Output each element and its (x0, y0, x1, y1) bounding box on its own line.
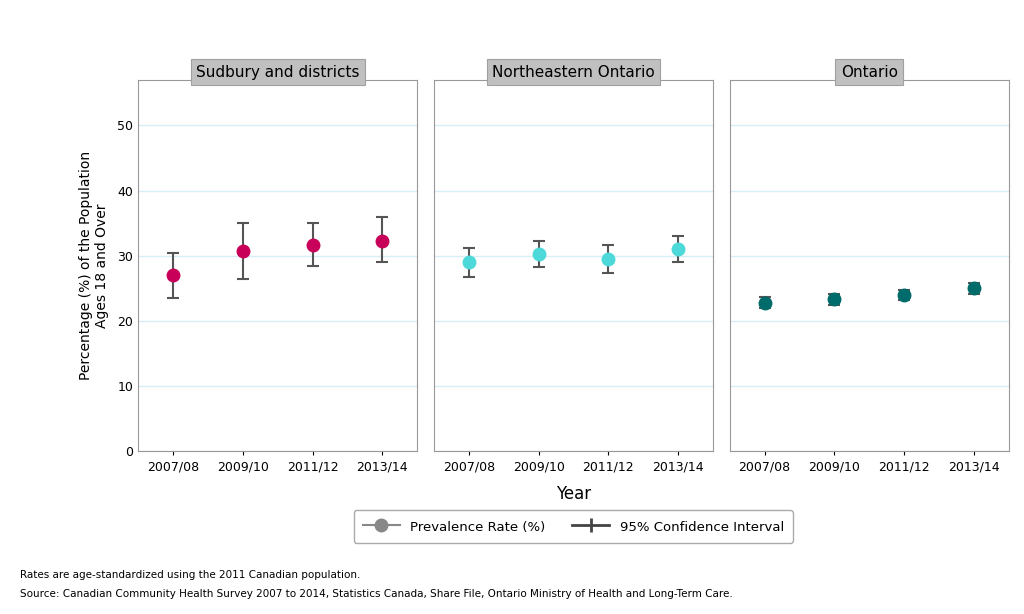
Title: Ontario: Ontario (841, 65, 898, 80)
Legend: Prevalence Rate (%), 95% Confidence Interval: Prevalence Rate (%), 95% Confidence Inte… (353, 510, 794, 543)
Title: Northeastern Ontario: Northeastern Ontario (493, 65, 654, 80)
Text: Rates are age-standardized using the 2011 Canadian population.: Rates are age-standardized using the 201… (20, 570, 360, 580)
Title: Sudbury and districts: Sudbury and districts (196, 65, 359, 80)
Y-axis label: Percentage (%) of the Population
Ages 18 and Over: Percentage (%) of the Population Ages 18… (79, 151, 109, 380)
Text: Source: Canadian Community Health Survey 2007 to 2014, Statistics Canada, Share : Source: Canadian Community Health Survey… (20, 589, 733, 599)
Text: Year: Year (556, 485, 591, 503)
